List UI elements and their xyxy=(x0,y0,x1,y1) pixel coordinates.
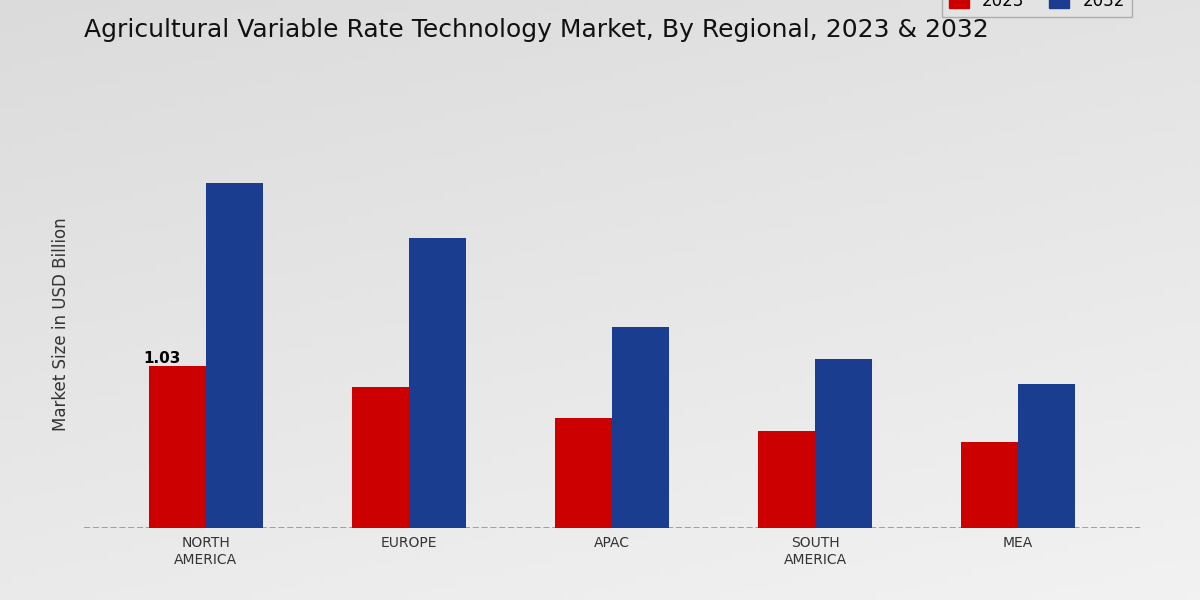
Y-axis label: Market Size in USD Billion: Market Size in USD Billion xyxy=(52,217,70,431)
Bar xyxy=(352,387,409,528)
Text: 1.03: 1.03 xyxy=(143,351,180,366)
Bar xyxy=(556,418,612,528)
Bar xyxy=(149,367,206,528)
Legend: 2023, 2032: 2023, 2032 xyxy=(942,0,1132,17)
Bar xyxy=(758,431,815,528)
Text: Agricultural Variable Rate Technology Market, By Regional, 2023 & 2032: Agricultural Variable Rate Technology Ma… xyxy=(84,18,989,42)
Bar xyxy=(206,183,263,528)
Bar xyxy=(409,238,466,528)
Bar xyxy=(1018,383,1075,528)
Bar xyxy=(612,327,668,528)
Bar xyxy=(961,442,1018,528)
Bar xyxy=(815,359,872,528)
